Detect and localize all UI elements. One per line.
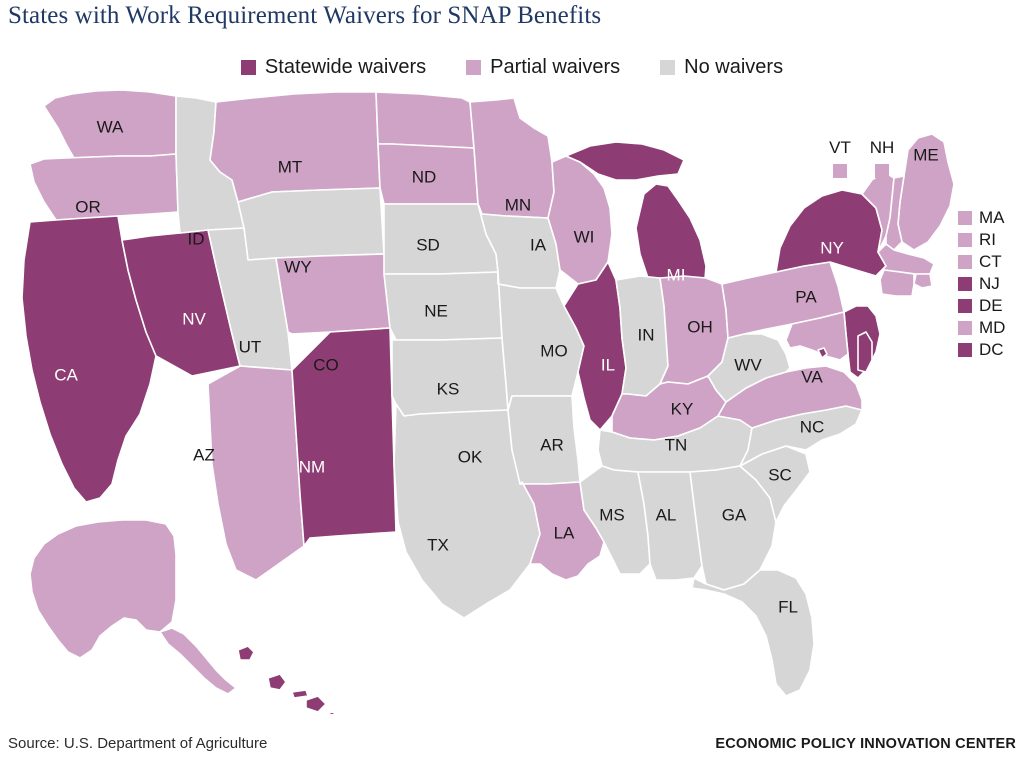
state-key-row-NJ: NJ bbox=[958, 274, 1005, 293]
state-RI[interactable] bbox=[913, 273, 933, 289]
state-MT[interactable] bbox=[209, 91, 381, 203]
legend: Statewide waivers Partial waivers No wai… bbox=[0, 56, 1024, 79]
legend-item-statewide: Statewide waivers bbox=[240, 56, 427, 79]
state-AZ[interactable] bbox=[207, 365, 305, 581]
us-choropleth-map: WA OR CA NV ID MT WY UT AZ CO NM ND SD N… bbox=[0, 84, 1024, 714]
northeast-state-key-list: MA RI CT NJ DE MD DC bbox=[958, 208, 1005, 359]
state-WY[interactable] bbox=[237, 187, 385, 261]
state-key-label-CT: CT bbox=[979, 251, 1002, 271]
state-key-row-DC: DC bbox=[958, 340, 1005, 359]
state-key-swatch-MA bbox=[958, 210, 972, 225]
state-HI-molokai[interactable] bbox=[291, 689, 309, 699]
legend-swatch-partial bbox=[466, 60, 482, 75]
state-key-row-CT: CT bbox=[958, 252, 1005, 271]
state-key-row-RI: RI bbox=[958, 230, 1005, 249]
legend-swatch-statewide bbox=[240, 60, 256, 75]
legend-item-partial: Partial waivers bbox=[466, 56, 620, 79]
state-OK[interactable] bbox=[391, 337, 509, 417]
state-CT[interactable] bbox=[879, 269, 915, 297]
state-key-label-MD: MD bbox=[979, 317, 1006, 337]
state-SD[interactable] bbox=[377, 143, 479, 205]
state-key-swatch-DE bbox=[958, 298, 972, 313]
legend-label-statewide: Statewide waivers bbox=[264, 56, 427, 78]
state-key-label-MA: MA bbox=[979, 207, 1005, 227]
state-DC[interactable] bbox=[817, 347, 828, 359]
state-HI-oahu[interactable] bbox=[267, 673, 287, 691]
state-key-label-NJ: NJ bbox=[979, 273, 1000, 293]
legend-label-partial: Partial waivers bbox=[490, 56, 621, 78]
state-key-swatch-RI bbox=[958, 232, 972, 247]
state-ND[interactable] bbox=[375, 91, 475, 149]
state-key-swatch-CT bbox=[958, 254, 972, 269]
state-AK[interactable] bbox=[29, 519, 177, 659]
state-CO[interactable] bbox=[275, 253, 391, 335]
state-NY[interactable] bbox=[775, 189, 887, 277]
state-HI-kauai[interactable] bbox=[237, 645, 255, 661]
state-ME[interactable] bbox=[897, 133, 955, 251]
state-HI-bigisland[interactable] bbox=[314, 711, 350, 714]
state-key-row-DE: DE bbox=[958, 296, 1005, 315]
state-key-swatch-NJ bbox=[958, 276, 972, 291]
state-WA[interactable] bbox=[43, 89, 177, 159]
state-key-row-MD: MD bbox=[958, 318, 1005, 337]
legend-swatch-no-waivers bbox=[660, 60, 676, 75]
page-title: States with Work Requirement Waivers for… bbox=[8, 2, 602, 29]
state-key-swatch-DC bbox=[958, 342, 972, 357]
state-OR[interactable] bbox=[29, 153, 179, 221]
legend-label-no-waivers: No waivers bbox=[684, 56, 784, 78]
state-AR[interactable] bbox=[507, 395, 581, 485]
state-key-swatch-MD bbox=[958, 320, 972, 335]
state-key-label-RI: RI bbox=[979, 229, 996, 249]
state-FL[interactable] bbox=[691, 569, 815, 697]
state-KS[interactable] bbox=[383, 271, 503, 341]
state-DE[interactable] bbox=[857, 331, 873, 373]
state-key-label-DC: DC bbox=[979, 339, 1004, 359]
state-MN[interactable] bbox=[469, 97, 555, 219]
state-MO[interactable] bbox=[497, 271, 585, 411]
state-AK-panhandle[interactable] bbox=[159, 627, 237, 695]
brand-wordmark: ECONOMIC POLICY INNOVATION CENTER bbox=[715, 736, 1016, 752]
state-WI[interactable] bbox=[547, 155, 613, 285]
source-note: Source: U.S. Department of Agriculture bbox=[8, 735, 268, 752]
legend-item-no-waivers: No waivers bbox=[660, 56, 783, 79]
state-MI-up[interactable] bbox=[565, 141, 685, 181]
state-key-row-MA: MA bbox=[958, 208, 1005, 227]
state-key-label-DE: DE bbox=[979, 295, 1003, 315]
state-NM[interactable] bbox=[291, 327, 397, 547]
states-layer bbox=[21, 89, 955, 714]
map-svg: WA OR CA NV ID MT WY UT AZ CO NM ND SD N… bbox=[21, 89, 955, 714]
state-HI-maui[interactable] bbox=[305, 695, 327, 713]
state-IN[interactable] bbox=[615, 275, 669, 397]
